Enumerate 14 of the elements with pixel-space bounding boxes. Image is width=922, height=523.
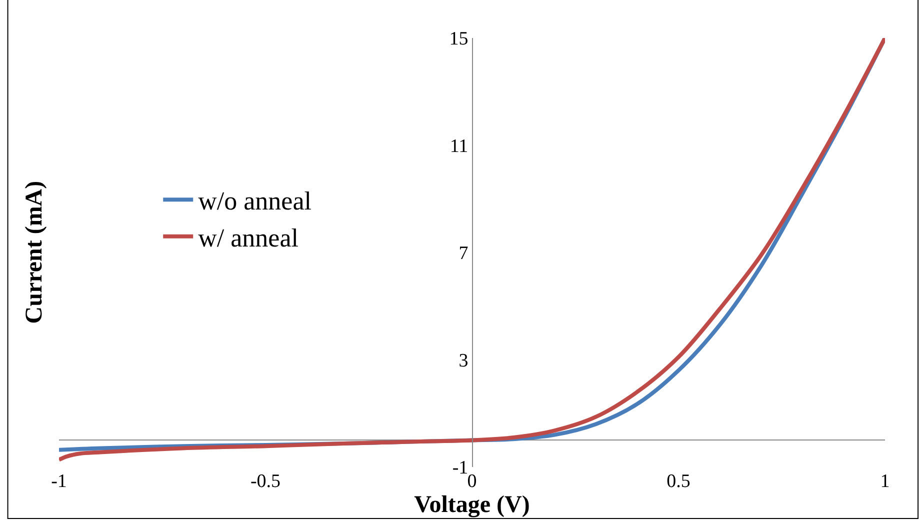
x-tick-label: 0.5 bbox=[666, 471, 690, 492]
y-tick-label: 11 bbox=[450, 136, 468, 157]
y-tick-label: 7 bbox=[458, 243, 468, 264]
legend-label: w/o anneal bbox=[198, 186, 312, 216]
y-tick-label: 15 bbox=[449, 28, 468, 50]
x-tick-label: 1 bbox=[880, 471, 890, 492]
y-axis-title: Current (mA) bbox=[22, 180, 48, 324]
y-tick-label: 3 bbox=[458, 350, 468, 372]
x-axis-title: Voltage (V) bbox=[414, 492, 530, 518]
y-tick-label: -1 bbox=[452, 458, 468, 479]
x-tick-label: -0.5 bbox=[250, 471, 281, 492]
legend-label: w/ anneal bbox=[198, 224, 298, 253]
x-tick-label: 0 bbox=[467, 471, 477, 492]
x-tick-label: -1 bbox=[51, 471, 67, 492]
